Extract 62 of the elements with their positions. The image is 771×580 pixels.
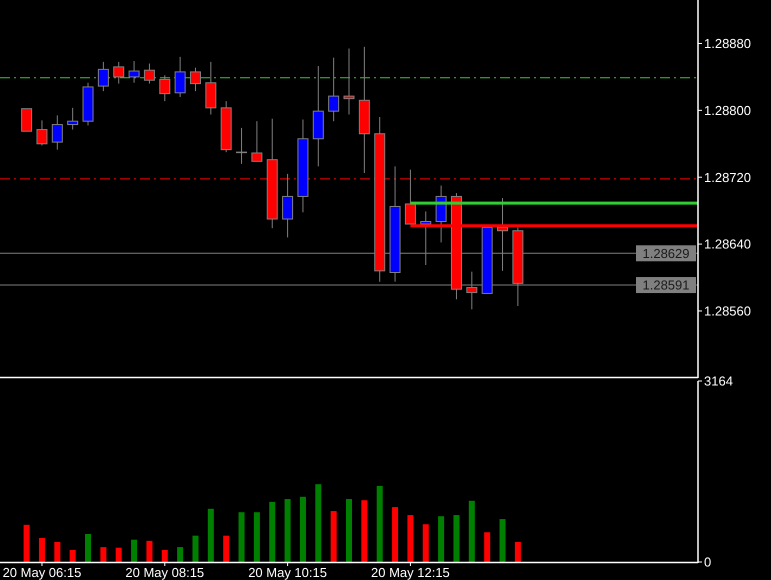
bar [269,502,276,562]
y-tick-label: 1.28640 [704,236,751,252]
x-tick-label: 20 May 10:15 [248,565,327,580]
candlestick [328,57,340,122]
candlestick [251,120,262,162]
bar [407,515,414,562]
bar [361,500,368,562]
bar [284,499,291,562]
bar [392,507,398,562]
bar [24,524,30,562]
bar [70,550,76,562]
bar [131,540,138,562]
bar [85,534,92,562]
bar [146,540,152,562]
candlestick [236,127,248,164]
bar [116,548,122,562]
candlestick [190,67,201,92]
candlestick [21,108,32,132]
ref-line-label: 1.28591 [642,278,690,293]
bar [346,499,352,562]
candlestick [113,61,124,84]
y-tick-label: 1.28560 [704,304,751,319]
bar [484,532,490,562]
bar [376,486,383,562]
bar [468,500,475,562]
candlestick [144,63,155,84]
bar [300,496,306,562]
x-tick-label: 20 May 08:15 [125,565,204,580]
bar [438,516,444,562]
x-tick-label: 20 May 06:15 [2,565,82,580]
bar [453,515,460,562]
bar [54,542,60,562]
bar [177,547,184,562]
candlestick [67,107,78,130]
candlestick [344,48,354,116]
candlestick [128,60,140,84]
bar [422,524,429,562]
bar [514,542,521,562]
bar [100,547,106,562]
bar [162,550,168,562]
y-tick-label: 1.28800 [704,102,751,118]
bar [315,484,322,562]
candlestick [52,114,63,150]
bar [223,536,230,562]
bar [208,508,214,562]
bar [330,511,337,562]
candlestick [36,120,48,146]
ref-line-label: 1.28629 [642,246,690,261]
candlestick [159,74,170,102]
bar [500,519,506,562]
bar [254,512,260,562]
y-tick-label: 3164 [704,374,733,389]
candlestick [282,173,294,238]
bar [38,538,45,562]
bar [192,536,198,562]
y-tick-label: 0 [704,554,712,570]
x-tick-label: 20 May 12:15 [371,565,450,580]
candlestick [98,61,109,92]
candlestick [174,56,186,98]
y-tick-label: 1.28720 [704,170,751,185]
bar [238,512,245,562]
y-tick-label: 1.28880 [704,36,751,52]
